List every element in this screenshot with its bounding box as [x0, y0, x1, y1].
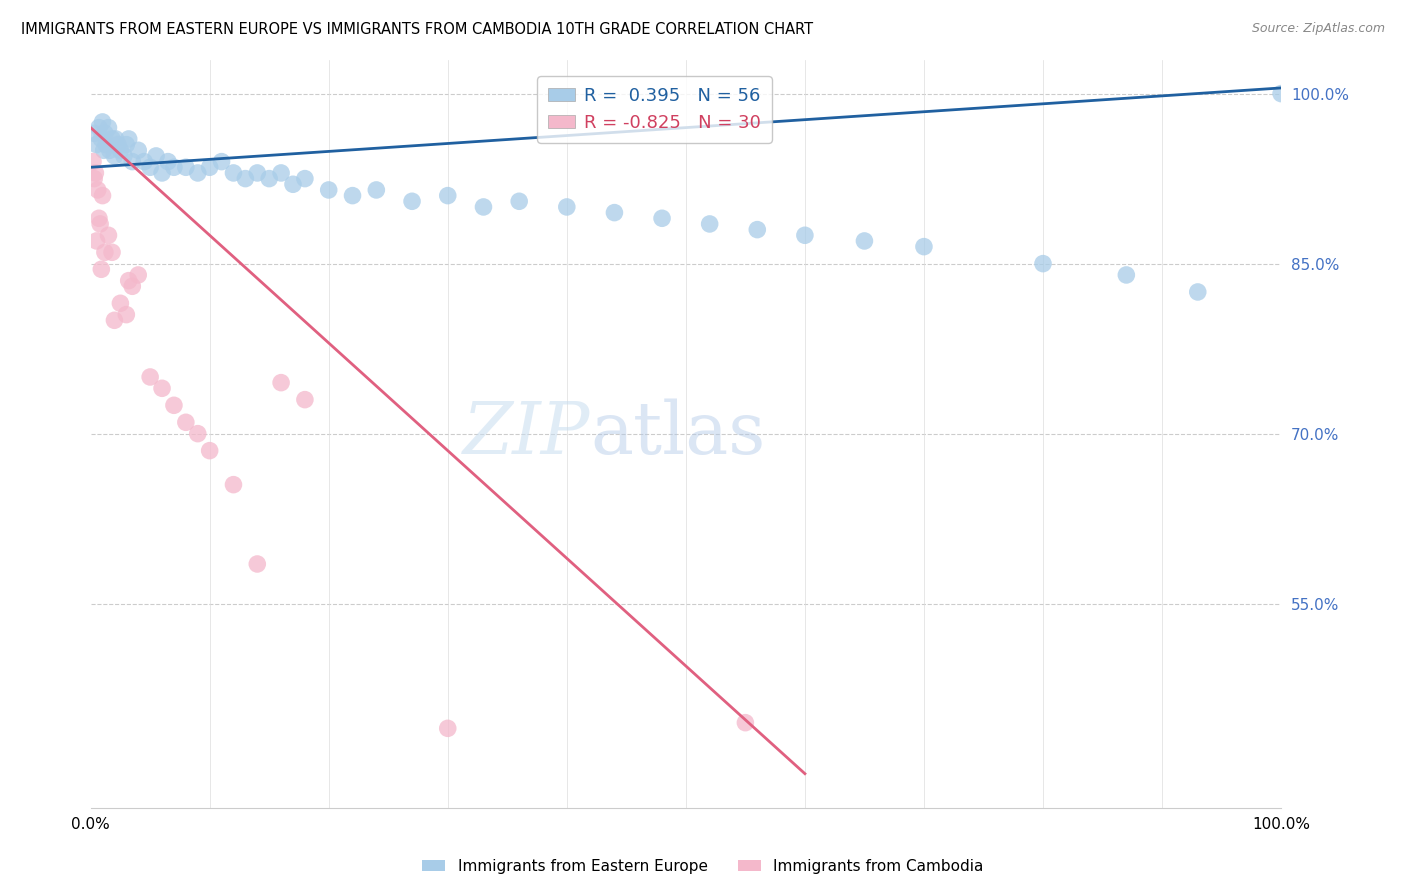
Point: [103, 149, 125, 163]
Point: [294, 392, 316, 407]
Point: [94, 126, 117, 140]
Point: [472, 200, 495, 214]
Text: atlas: atlas: [591, 399, 766, 469]
Point: [270, 166, 292, 180]
Point: [112, 149, 135, 163]
Point: [163, 161, 186, 175]
Point: [110, 143, 132, 157]
Point: [107, 137, 129, 152]
Point: [174, 415, 197, 429]
Point: [115, 308, 138, 322]
Point: [651, 211, 673, 226]
Point: [118, 132, 141, 146]
Point: [211, 154, 233, 169]
Point: [91, 188, 114, 202]
Point: [163, 398, 186, 412]
Legend: Immigrants from Eastern Europe, Immigrants from Cambodia: Immigrants from Eastern Europe, Immigran…: [416, 853, 990, 880]
Point: [270, 376, 292, 390]
Point: [94, 137, 117, 152]
Point: [121, 154, 143, 169]
Point: [87, 183, 110, 197]
Point: [366, 183, 388, 197]
Point: [93, 143, 115, 157]
Point: [436, 188, 458, 202]
Point: [139, 161, 162, 175]
Point: [150, 381, 173, 395]
Point: [94, 245, 117, 260]
Point: [342, 188, 364, 202]
Point: [89, 217, 111, 231]
Point: [555, 200, 578, 214]
Point: [1187, 285, 1209, 299]
Point: [101, 245, 124, 260]
Point: [127, 268, 149, 282]
Point: [1032, 257, 1054, 271]
Point: [127, 143, 149, 157]
Point: [246, 557, 269, 571]
Point: [508, 194, 530, 209]
Point: [91, 115, 114, 129]
Point: [235, 171, 257, 186]
Point: [101, 132, 124, 146]
Point: [174, 161, 197, 175]
Point: [90, 262, 112, 277]
Point: [1270, 87, 1292, 101]
Point: [294, 171, 316, 186]
Point: [103, 313, 125, 327]
Point: [134, 154, 156, 169]
Point: [87, 120, 110, 135]
Point: [318, 183, 340, 197]
Legend: R =  0.395   N = 56, R = -0.825   N = 30: R = 0.395 N = 56, R = -0.825 N = 30: [537, 76, 772, 143]
Point: [222, 477, 245, 491]
Point: [115, 137, 138, 152]
Point: [110, 296, 132, 310]
Point: [912, 239, 935, 253]
Point: [401, 194, 423, 209]
Point: [83, 126, 105, 140]
Point: [187, 426, 209, 441]
Point: [97, 228, 120, 243]
Point: [83, 171, 105, 186]
Point: [699, 217, 721, 231]
Point: [98, 143, 121, 157]
Point: [187, 166, 209, 180]
Point: [198, 443, 221, 458]
Point: [257, 171, 280, 186]
Point: [121, 279, 143, 293]
Point: [222, 166, 245, 180]
Point: [87, 211, 110, 226]
Point: [747, 222, 769, 236]
Point: [145, 149, 167, 163]
Point: [603, 205, 626, 219]
Point: [86, 234, 108, 248]
Point: [139, 370, 162, 384]
Text: IMMIGRANTS FROM EASTERN EUROPE VS IMMIGRANTS FROM CAMBODIA 10TH GRADE CORRELATIO: IMMIGRANTS FROM EASTERN EUROPE VS IMMIGR…: [21, 22, 813, 37]
Point: [734, 715, 756, 730]
Point: [82, 154, 104, 169]
Point: [118, 274, 141, 288]
Point: [97, 120, 120, 135]
Point: [436, 722, 458, 736]
Point: [793, 228, 815, 243]
Point: [84, 166, 107, 180]
Point: [281, 178, 304, 192]
Point: [150, 166, 173, 180]
Point: [198, 161, 221, 175]
Point: [156, 154, 179, 169]
Point: [853, 234, 876, 248]
Point: [90, 132, 112, 146]
Text: Source: ZipAtlas.com: Source: ZipAtlas.com: [1251, 22, 1385, 36]
Point: [1115, 268, 1137, 282]
Point: [86, 137, 108, 152]
Point: [246, 166, 269, 180]
Point: [104, 132, 127, 146]
Text: ZIP: ZIP: [463, 399, 591, 469]
